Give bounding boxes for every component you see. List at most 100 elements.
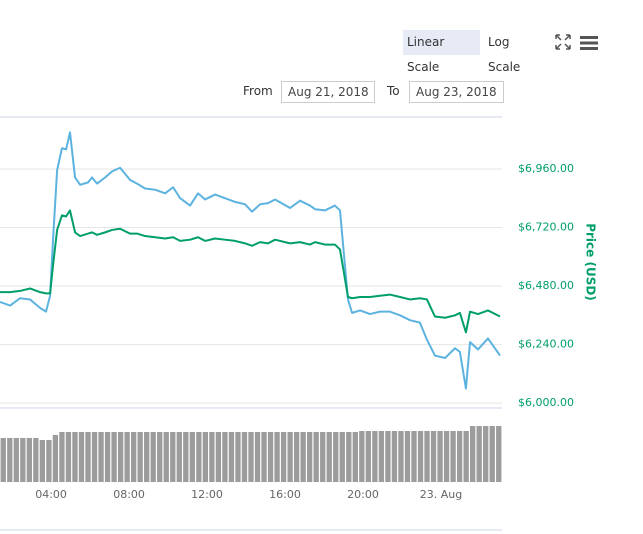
- volume-bar: [333, 432, 339, 482]
- volume-bar: [85, 432, 91, 482]
- volume-bar: [476, 426, 482, 482]
- menu-icon[interactable]: [579, 35, 599, 51]
- volume-bar: [157, 432, 163, 482]
- volume-bar: [52, 435, 59, 482]
- volume-bar: [91, 432, 98, 482]
- to-input[interactable]: Aug 23, 2018: [409, 81, 504, 103]
- volume-bar: [470, 426, 476, 482]
- y-tick-label: $6,240.00: [518, 338, 574, 351]
- volume-bar: [346, 432, 352, 482]
- volume-bar: [33, 438, 39, 482]
- x-tick-label: 20:00: [347, 488, 379, 501]
- volume-bar: [26, 438, 32, 482]
- volume-bar: [196, 432, 202, 482]
- volume-bar: [280, 432, 287, 482]
- volume-bar: [378, 431, 385, 482]
- volume-bar: [13, 438, 19, 482]
- volume-bar: [359, 431, 365, 482]
- y-tick-label: $6,960.00: [518, 162, 574, 175]
- volume-bar: [241, 432, 248, 482]
- from-label: From: [243, 84, 273, 98]
- volume-bar: [293, 432, 300, 482]
- volume-bar: [117, 432, 124, 482]
- volume-bar: [137, 432, 143, 482]
- volume-bar: [391, 431, 398, 482]
- volume-bar: [372, 431, 378, 482]
- y-tick-label: $6,000.00: [518, 396, 574, 409]
- volume-bar: [170, 432, 176, 482]
- volume-bar: [326, 432, 332, 482]
- price-line: [0, 209, 501, 334]
- volume-bar: [248, 432, 254, 482]
- volume-bar: [339, 432, 345, 482]
- volume-bar: [489, 426, 495, 482]
- to-label: To: [387, 84, 400, 98]
- volume-bar: [456, 431, 463, 482]
- volume-bar: [222, 432, 228, 482]
- x-tick-label: 12:00: [191, 488, 223, 501]
- volume-bar: [111, 432, 117, 482]
- volume-bar: [267, 432, 274, 482]
- y-axis-title: Price (USD): [584, 223, 598, 301]
- volume-bar: [189, 432, 195, 482]
- volume-bar: [424, 431, 430, 482]
- volume-bar: [398, 431, 404, 482]
- volume-bar: [307, 432, 313, 482]
- volume-bar: [443, 431, 450, 482]
- volume-bar: [365, 431, 372, 482]
- x-tick-label: 16:00: [269, 488, 301, 501]
- from-input[interactable]: Aug 21, 2018: [281, 81, 375, 103]
- volume-bar: [183, 432, 189, 482]
- volume-bar: [98, 432, 104, 482]
- volume-bar: [124, 432, 130, 482]
- volume-bar: [215, 432, 222, 482]
- x-tick-label: 04:00: [35, 488, 67, 501]
- volume-bar: [163, 432, 169, 482]
- volume-bar: [65, 432, 72, 482]
- volume-bar: [411, 431, 417, 482]
- volume-bar: [202, 432, 209, 482]
- volume-bar: [7, 438, 13, 482]
- volume-bar: [130, 432, 137, 482]
- price-line: [0, 131, 501, 390]
- volume-bar: [404, 431, 411, 482]
- x-tick-label: 23. Aug: [420, 488, 462, 501]
- volume-bar: [313, 432, 319, 482]
- volume-bar: [228, 432, 235, 482]
- volume-bar: [274, 432, 280, 482]
- y-tick-label: $6,480.00: [518, 279, 574, 292]
- volume-bar: [450, 431, 456, 482]
- volume-bar: [59, 432, 65, 482]
- volume-bar: [150, 432, 156, 482]
- volume-bar: [209, 432, 215, 482]
- volume-bar: [20, 438, 26, 482]
- volume-bar: [287, 432, 293, 482]
- volume-bar: [417, 431, 424, 482]
- volume-bar: [78, 432, 85, 482]
- volume-bar: [437, 431, 443, 482]
- volume-bar: [463, 431, 469, 482]
- volume-bar: [254, 432, 261, 482]
- volume-bar: [300, 432, 306, 482]
- volume-bar: [320, 432, 326, 482]
- volume-bar: [104, 432, 111, 482]
- volume-bar: [385, 431, 391, 482]
- volume-bar: [496, 426, 502, 482]
- volume-bar: [430, 431, 437, 482]
- linear-scale-button[interactable]: Linear Scale: [403, 30, 480, 74]
- volume-bar: [46, 440, 52, 482]
- volume-bar: [0, 438, 6, 482]
- y-tick-label: $6,720.00: [518, 220, 574, 233]
- fullscreen-icon[interactable]: [555, 34, 571, 50]
- x-tick-label: 08:00: [113, 488, 145, 501]
- volume-bar: [39, 440, 46, 482]
- log-scale-button[interactable]: Log Scale: [488, 35, 521, 74]
- volume-bar: [72, 432, 78, 482]
- volume-bar: [483, 426, 489, 482]
- volume-bar: [176, 432, 182, 482]
- volume-bar: [144, 432, 150, 482]
- volume-bar: [235, 432, 241, 482]
- volume-bar: [352, 432, 358, 482]
- volume-bar: [261, 432, 267, 482]
